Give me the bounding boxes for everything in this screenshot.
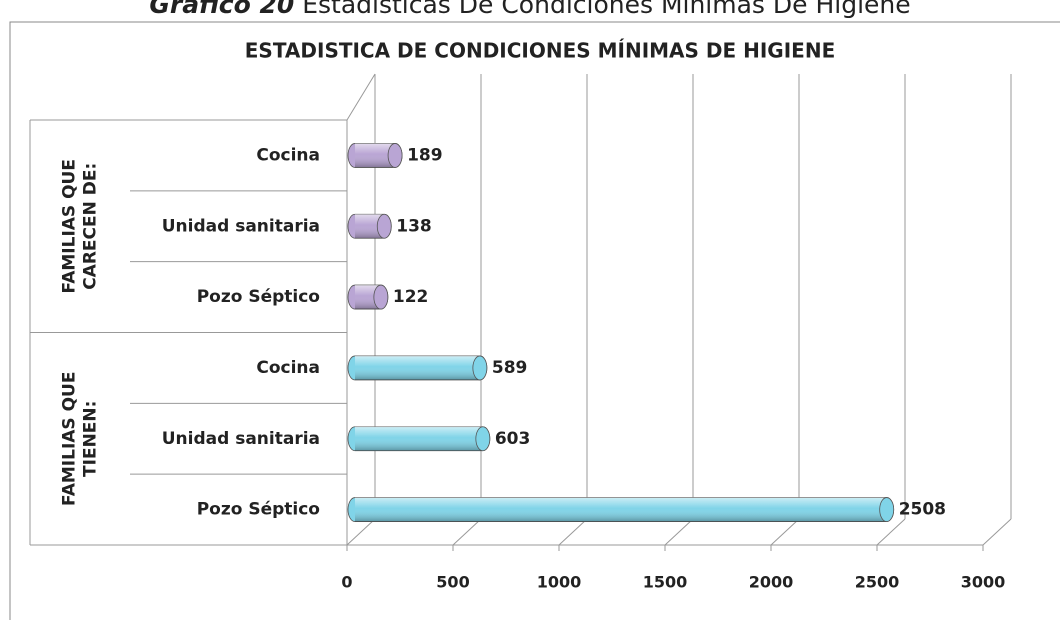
bar-cap (475, 426, 491, 452)
x-tick-label: 1000 (537, 573, 582, 592)
value-label: 189 (407, 145, 443, 165)
grid-floor-line (452, 518, 482, 546)
grid-floor-line (876, 518, 906, 546)
value-label: 122 (393, 287, 429, 307)
x-tick-label: 0 (341, 573, 352, 592)
bar-cap (387, 143, 403, 168)
y-tick-label: Cocina (256, 145, 320, 165)
chart-frame (9, 21, 1060, 620)
bar-cap (373, 284, 389, 310)
group-label: FAMILIAS QUECARECEN DE: (60, 159, 101, 293)
x-tick-label: 500 (436, 573, 469, 592)
value-label: 603 (495, 429, 531, 449)
grid-floor-line (346, 518, 376, 546)
group-label-line: FAMILIAS QUE (60, 372, 80, 506)
value-label: 2508 (899, 500, 946, 520)
grid-floor-line (664, 518, 694, 546)
grid-floor-line (558, 518, 588, 546)
group-label-line: FAMILIAS QUE (60, 159, 80, 293)
bar-cap (879, 497, 895, 522)
y-tick-label: Cocina (256, 358, 320, 378)
bar-cap (376, 213, 392, 239)
chart-title: ESTADISTICA DE CONDICIONES MÍNIMAS DE HI… (245, 39, 835, 63)
y-tick-label: Pozo Séptico (197, 500, 320, 520)
bar-cap (472, 355, 488, 381)
value-label: 138 (396, 216, 432, 236)
left-wall-top (346, 73, 376, 121)
bar-shine (355, 497, 887, 522)
caption-text: Estadísticas De Condiciones Mínimas De H… (302, 0, 910, 19)
group-label-line: CARECEN DE: (81, 163, 101, 290)
bar-shine (355, 355, 480, 380)
x-tick-label: 3000 (961, 573, 1006, 592)
y-tick-label: Pozo Séptico (197, 287, 320, 307)
y-tick-label: Unidad sanitaria (162, 429, 320, 449)
y-tick-label: Unidad sanitaria (162, 216, 320, 236)
grid-floor-line (770, 518, 800, 546)
x-tick-label: 1500 (643, 573, 688, 592)
value-label: 589 (492, 358, 528, 378)
caption: Gráfico 20 Estadísticas De Condiciones M… (149, 0, 910, 19)
group-label: FAMILIAS QUETIENEN: (60, 372, 101, 506)
x-tick-label: 2500 (855, 573, 900, 592)
caption-label: Gráfico 20 (149, 0, 294, 19)
bar-shine (355, 426, 483, 451)
group-label-line: TIENEN: (81, 401, 101, 477)
x-tick-label: 2000 (749, 573, 794, 592)
grid-floor-line (982, 518, 1012, 546)
